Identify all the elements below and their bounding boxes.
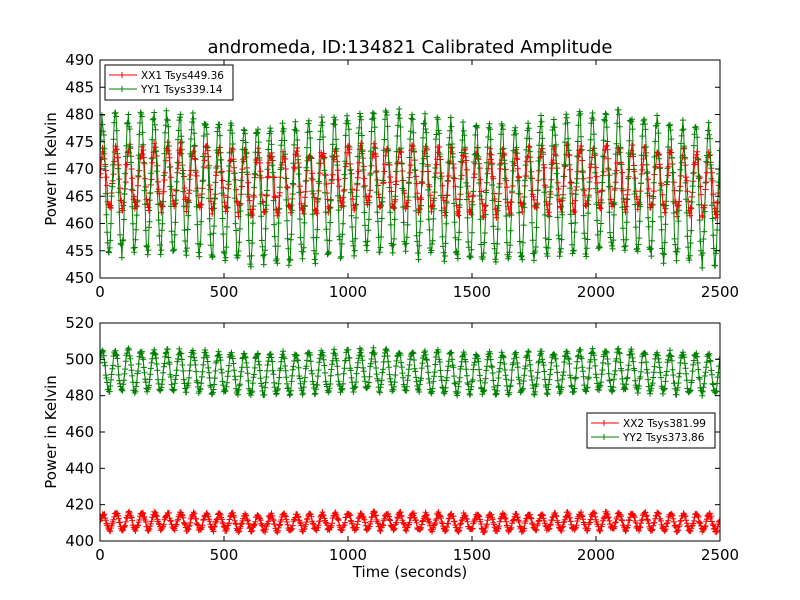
y-tick-label: 420 <box>65 496 94 514</box>
y-tick-label: 475 <box>65 133 94 151</box>
y-tick-label: 500 <box>65 350 94 368</box>
x-tick-label: 0 <box>95 283 105 301</box>
legend-label: YY2 Tsys373.86 <box>622 432 705 444</box>
legend-marker <box>601 434 607 440</box>
y-tick-label: 480 <box>65 106 94 124</box>
y-axis-label: Power in Kelvin <box>42 112 60 226</box>
y-tick-label: 485 <box>65 78 94 96</box>
y-tick-label: 520 <box>65 314 94 332</box>
x-tick-label: 2000 <box>577 283 615 301</box>
legend-marker <box>601 420 607 426</box>
y-tick-label: 465 <box>65 187 94 205</box>
y-tick-label: 440 <box>65 459 94 477</box>
x-tick-label: 500 <box>210 283 239 301</box>
x-tick-label: 1000 <box>329 546 367 564</box>
x-tick-label: 2000 <box>577 546 615 564</box>
x-tick-label: 1000 <box>329 283 367 301</box>
legend: XX2 Tsys381.99 YY2 Tsys373.86 <box>586 412 716 449</box>
legend-label: XX1 Tsys449.36 <box>141 70 224 82</box>
legend-box <box>104 64 234 101</box>
legend-box <box>586 412 716 449</box>
y-tick-label: 450 <box>65 269 94 287</box>
series-markers <box>100 344 720 399</box>
x-tick-label: 1500 <box>453 283 491 301</box>
x-tick-label: 1500 <box>453 546 491 564</box>
y-tick-label: 470 <box>65 160 94 178</box>
legend-label: XX2 Tsys381.99 <box>623 418 706 430</box>
series-xx2 <box>100 508 720 536</box>
x-tick-label: 500 <box>210 546 239 564</box>
legend-label: YY1 Tsys339.14 <box>140 84 223 96</box>
y-tick-label: 400 <box>65 532 94 550</box>
x-tick-label: 0 <box>95 546 105 564</box>
y-tick-label: 455 <box>65 242 94 260</box>
plot-2: 0 500 1000 1500 2000 2500 400 420 440 460 480 500 52… <box>42 314 739 581</box>
y-tick-label: 460 <box>65 423 94 441</box>
x-tick-label: 2500 <box>701 283 739 301</box>
series-yy1 <box>100 106 720 271</box>
x-tick-label: 2500 <box>701 546 739 564</box>
series-yy2 <box>100 344 720 399</box>
legend-marker <box>119 86 125 92</box>
y-tick-label: 460 <box>65 215 94 233</box>
legend: XX1 Tsys449.36 YY1 Tsys339.14 <box>104 64 234 101</box>
series-markers <box>100 508 720 536</box>
chart-title: andromeda, ID:134821 Calibrated Amplitud… <box>207 37 612 58</box>
series-markers <box>100 106 720 271</box>
y-tick-label: 490 <box>65 51 94 69</box>
legend-marker <box>119 72 125 78</box>
plot-1: 0 500 1000 1500 2000 2500 450 455 460 465 470 475 48… <box>42 51 739 301</box>
y-tick-label: 480 <box>65 387 94 405</box>
y-axis-label: Power in Kelvin <box>42 375 60 489</box>
x-axis-label: Time (seconds) <box>352 563 468 581</box>
